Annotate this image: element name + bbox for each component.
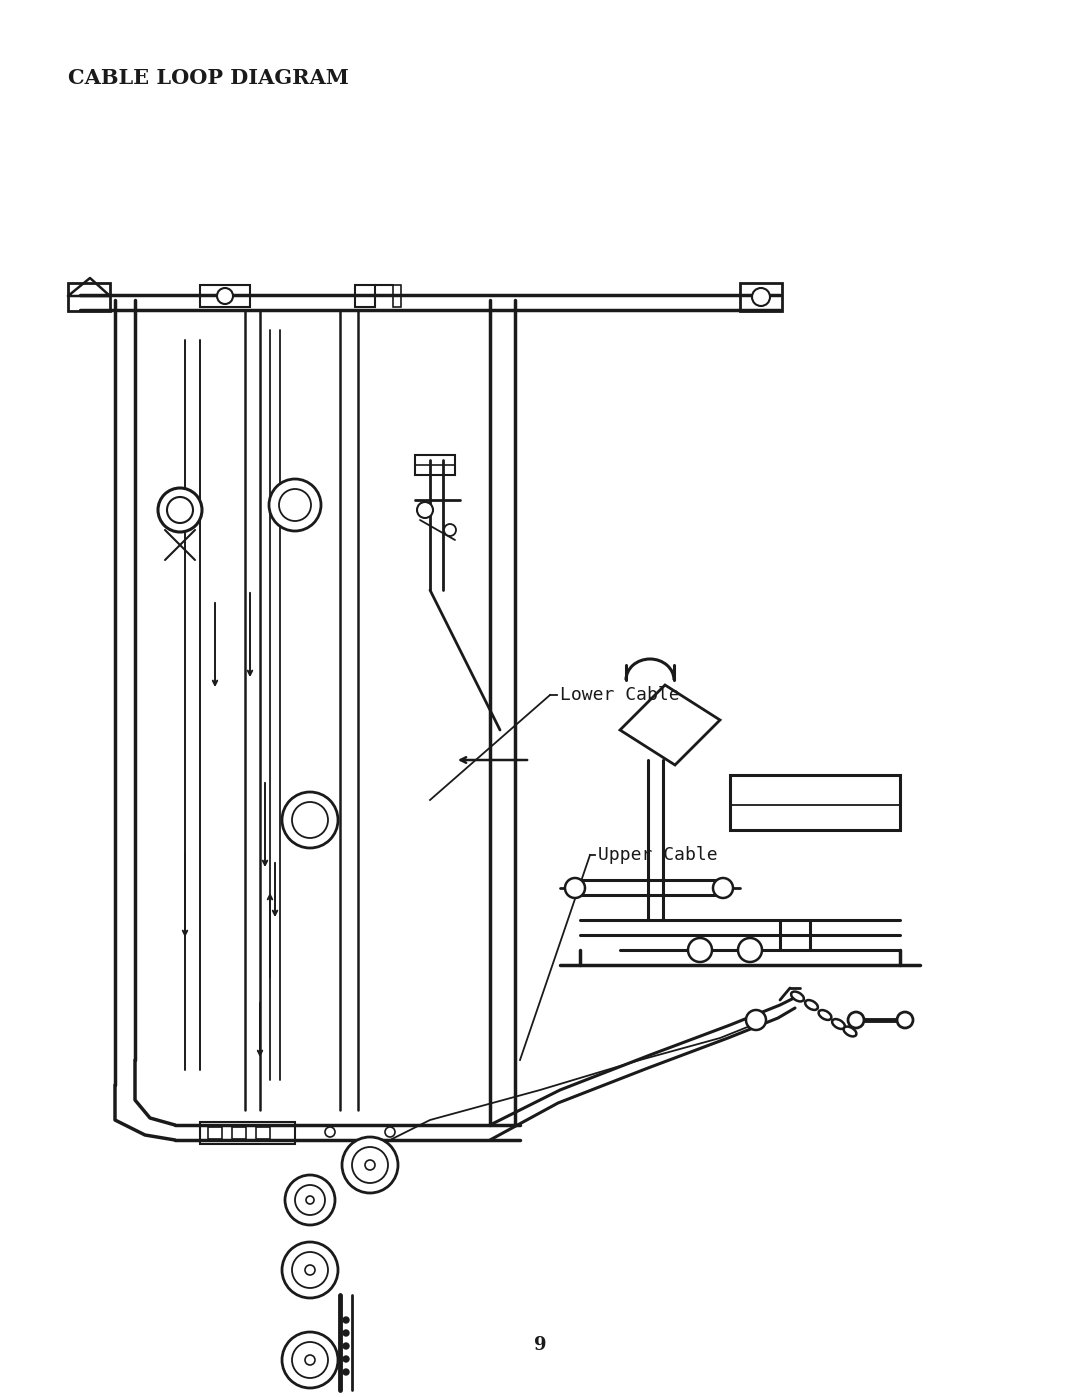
Circle shape [343, 1356, 349, 1362]
Text: Lower Cable: Lower Cable [561, 686, 679, 704]
Bar [200, 285, 249, 307]
Circle shape [295, 1185, 325, 1215]
Circle shape [167, 497, 193, 522]
Ellipse shape [819, 1010, 832, 1020]
Circle shape [292, 802, 328, 838]
Circle shape [306, 1196, 314, 1204]
Text: 9: 9 [534, 1336, 546, 1354]
Circle shape [738, 937, 762, 963]
Circle shape [325, 1127, 335, 1137]
Bar [256, 1127, 270, 1139]
Circle shape [343, 1317, 349, 1323]
Circle shape [343, 1343, 349, 1350]
Circle shape [285, 1175, 335, 1225]
Bar [208, 1127, 222, 1139]
Circle shape [269, 479, 321, 531]
Circle shape [343, 1369, 349, 1375]
Circle shape [417, 502, 433, 518]
Circle shape [305, 1355, 315, 1365]
Circle shape [292, 1252, 328, 1288]
Circle shape [365, 1160, 375, 1171]
Ellipse shape [832, 1018, 845, 1030]
Circle shape [897, 1011, 913, 1028]
Circle shape [282, 792, 338, 848]
Bar [232, 1127, 246, 1139]
Bar [68, 284, 110, 312]
Polygon shape [620, 685, 720, 766]
Circle shape [352, 1147, 388, 1183]
Bar [740, 284, 782, 312]
Circle shape [848, 1011, 864, 1028]
Bar [415, 455, 455, 475]
Bar [393, 285, 401, 307]
Circle shape [305, 1266, 315, 1275]
Circle shape [688, 937, 712, 963]
Circle shape [343, 1330, 349, 1336]
Bar [200, 1122, 295, 1144]
Circle shape [444, 524, 456, 536]
Circle shape [282, 1331, 338, 1389]
Circle shape [565, 877, 585, 898]
Ellipse shape [792, 992, 804, 1002]
Text: CABLE LOOP DIAGRAM: CABLE LOOP DIAGRAM [68, 68, 349, 88]
Text: Upper Cable: Upper Cable [598, 847, 717, 863]
Circle shape [282, 1242, 338, 1298]
Circle shape [292, 1343, 328, 1377]
Bar [730, 775, 900, 830]
Circle shape [746, 1010, 766, 1030]
Ellipse shape [805, 1000, 818, 1010]
Circle shape [217, 288, 233, 305]
Circle shape [158, 488, 202, 532]
Circle shape [342, 1137, 399, 1193]
Circle shape [279, 489, 311, 521]
Ellipse shape [843, 1027, 856, 1037]
Circle shape [752, 288, 770, 306]
Circle shape [713, 877, 733, 898]
Bar [355, 285, 375, 307]
Circle shape [384, 1127, 395, 1137]
